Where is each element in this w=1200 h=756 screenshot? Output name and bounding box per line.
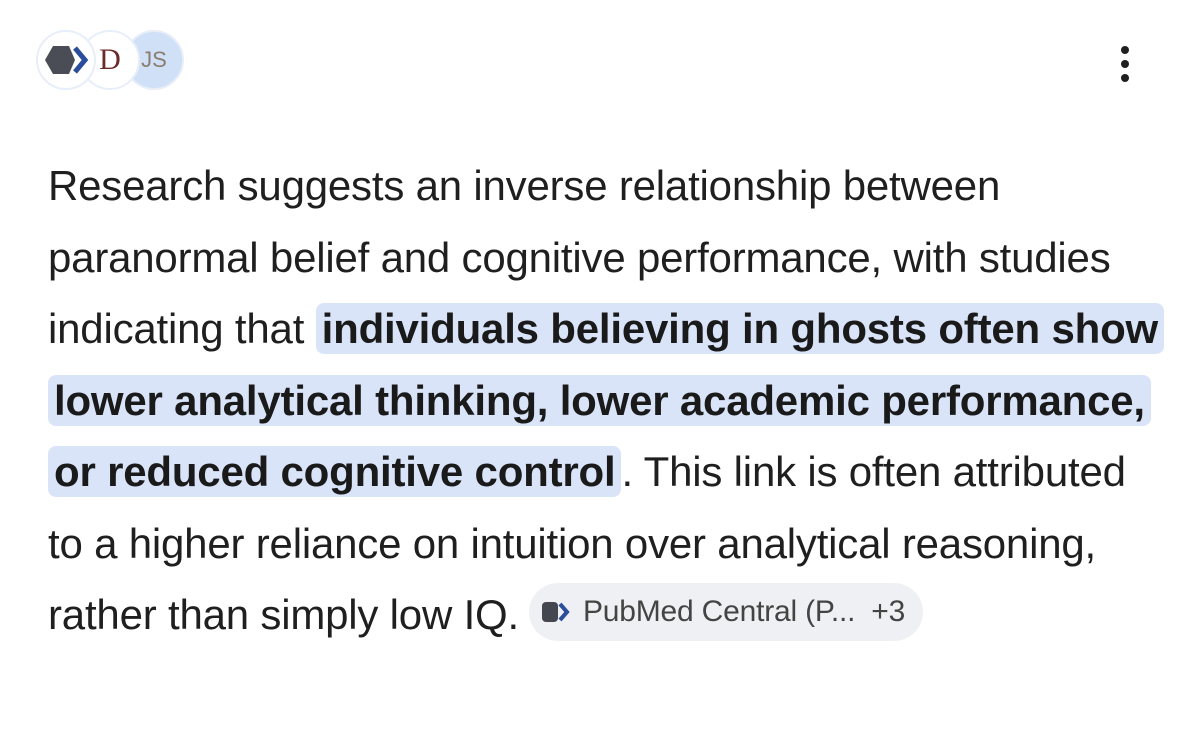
source-icons[interactable]: D JS xyxy=(36,30,196,94)
citation-chip[interactable]: PubMed Central (P... +3 xyxy=(528,582,924,641)
citation-more: +3 xyxy=(871,594,906,628)
source-icon xyxy=(36,30,96,90)
icon xyxy=(45,46,89,74)
more-menu[interactable] xyxy=(1116,44,1134,84)
highlight: individuals believing in ghosts often sh… xyxy=(48,303,1164,497)
citation-label: PubMed Central (P... xyxy=(582,594,856,628)
chip-icon xyxy=(541,601,570,622)
answer-text: Research suggests an inverse relationshi… xyxy=(48,150,1164,651)
text: . This link is often attributed to a hig… xyxy=(48,448,1126,638)
text: Research suggests an inverse relationshi… xyxy=(48,162,1111,352)
